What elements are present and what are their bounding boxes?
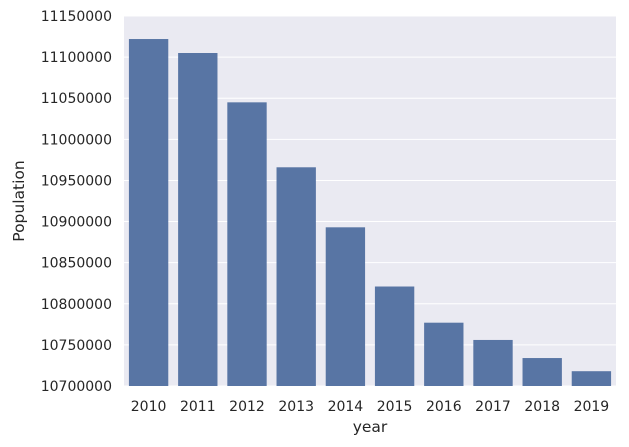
bar-2013	[276, 167, 316, 386]
bar-2011	[178, 53, 218, 386]
bar-2015	[374, 286, 415, 386]
bar-2018	[522, 358, 562, 386]
bar-2016	[424, 322, 464, 386]
x-tick-label: 2011	[180, 399, 216, 415]
x-tick-label: 2017	[475, 399, 511, 415]
bar-2010	[128, 39, 169, 387]
y-tick-label: 10950000	[41, 173, 112, 189]
y-tick-label: 10800000	[41, 297, 112, 313]
y-tick-labels: 10700000 10750000 10800000 10850000 10900000…	[41, 9, 112, 395]
x-tick-label: 2015	[377, 399, 413, 415]
x-tick-label: 2014	[328, 399, 364, 415]
x-tick-labels: 2010 2011 2012 2013 2014 2015 2016 2017 2018 2019	[131, 399, 609, 415]
y-tick-label: 11100000	[41, 50, 112, 66]
bar-2017	[473, 339, 513, 386]
y-axis-label: Population	[10, 160, 28, 241]
y-tick-label: 10850000	[41, 256, 112, 272]
bars	[128, 39, 612, 387]
x-axis-label: year	[353, 418, 388, 436]
x-tick-label: 2018	[524, 399, 560, 415]
y-tick-label: 10700000	[41, 379, 112, 395]
y-tick-label: 11050000	[41, 91, 112, 107]
x-tick-label: 2013	[278, 399, 314, 415]
x-tick-label: 2016	[426, 399, 462, 415]
bar-2012	[227, 102, 267, 386]
x-tick-label: 2012	[229, 399, 265, 415]
bar-2019	[571, 371, 612, 386]
y-tick-label: 10750000	[41, 338, 112, 354]
bar-2014	[325, 227, 366, 386]
y-tick-label: 10900000	[41, 215, 112, 231]
x-tick-label: 2019	[574, 399, 610, 415]
y-tick-label: 11150000	[41, 9, 112, 25]
y-tick-label: 11000000	[41, 132, 112, 148]
x-tick-label: 2010	[131, 399, 167, 415]
